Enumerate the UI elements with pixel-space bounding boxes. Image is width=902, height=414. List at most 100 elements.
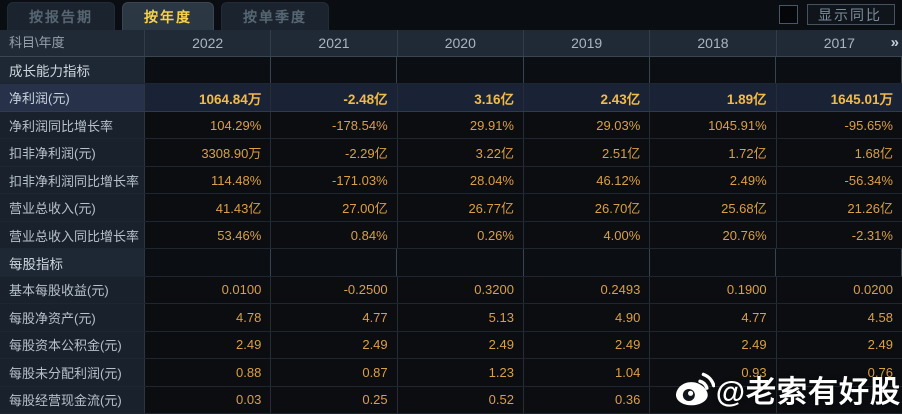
cell-value: 1064.84万 [145,84,272,111]
cell-value: 3.16亿 [397,84,524,111]
tab-bar: 按报告期 按年度 按单季度 显示同比 [0,0,902,30]
cell-value: 0.3200 [397,276,524,304]
scroll-more-columns-icon[interactable]: » [890,34,899,51]
cell-value: 21.26亿 [776,194,902,221]
tab-by-quarter[interactable]: 按单季度 [221,2,329,30]
tab-by-year[interactable]: 按年度 [122,2,214,30]
table-row: 营业总收入(元) 41.43亿 27.00亿 26.77亿 26.70亿 25.68亿 21… [0,194,902,222]
table-body: 成长能力指标 净利润(元) 1064.84万 -2.48亿 3.16亿 2.43亿 1.89… [0,57,902,414]
row-label: 净利润(元) [0,84,145,111]
cell-value: 29.03% [523,111,651,139]
year-column-header: 2022 [145,30,272,56]
cell-value: 0.36 [523,386,651,414]
cell-value: 0.26% [397,221,524,249]
cell-value: 114.48% [145,166,272,194]
cell-value [649,57,776,84]
year-column-header: 2017 » [777,30,902,56]
row-label: 基本每股收益(元) [0,276,145,304]
row-label: 每股指标 [0,249,145,276]
cell-value: 29.91% [397,111,524,139]
tab-by-report-period[interactable]: 按报告期 [7,2,115,30]
cell-value: -171.03% [271,166,398,194]
cell-value [649,249,776,276]
row-label: 扣非净利润(元) [0,139,145,166]
cell-value: 20.76% [650,221,777,249]
cell-value: -2.48亿 [271,84,398,111]
cell-value: -2.29亿 [271,139,398,166]
cell-value: 1.72亿 [650,139,777,166]
cell-value: 4.58 [776,304,902,331]
year-label: 2018 [697,35,729,51]
cell-value: 2.49 [145,331,272,359]
cell-value: 4.78 [145,304,272,331]
row-label: 每股未分配利润(元) [0,359,145,386]
year-column-header: 2021 [271,30,398,56]
section-row: 成长能力指标 [0,57,902,85]
cell-value: 2.49 [776,331,902,359]
cell-value: 1.23 [397,359,524,386]
cell-value: 0.52 [397,386,524,414]
cell-value: 0.0200 [776,276,902,304]
cell-value: 1.68亿 [776,139,902,166]
cell-value [145,57,272,84]
table-row: 基本每股收益(元) 0.0100 -0.2500 0.3200 0.2493 0.1900… [0,276,902,305]
year-label: 2022 [192,35,224,51]
cell-value: 1.04 [523,359,651,386]
cell-value: 27.00亿 [271,194,398,221]
year-label: 2019 [571,35,603,51]
cell-value: 41.43亿 [145,194,272,221]
cell-value: 3308.90万 [145,139,272,166]
table-row: 每股经营现金流(元) 0.03 0.25 0.52 0.36 [0,386,902,414]
cell-value [397,249,524,276]
cell-value: 1.89亿 [650,84,777,111]
cell-value: 2.49 [271,331,398,359]
row-label: 成长能力指标 [0,57,145,84]
cell-value: 2.49% [650,166,777,194]
cell-value: 0.25 [271,386,398,414]
section-row: 每股指标 [0,249,902,277]
cell-value [650,386,777,414]
year-label: 2020 [444,35,476,51]
cell-value: 4.90 [523,304,651,331]
cell-value [271,249,398,276]
year-header-cells: 2022 2021 2020 2019 2018 2017 » [145,30,902,56]
cell-value: 0.84% [271,221,398,249]
year-column-header: 2020 [398,30,524,56]
table-row: 扣非净利润(元) 3308.90万 -2.29亿 3.22亿 2.51亿 1.72亿 1.6… [0,139,902,167]
cell-value: 2.49 [523,331,651,359]
cell-value: 53.46% [145,221,272,249]
tab-bar-controls: 显示同比 [779,4,895,25]
cell-value: 0.87 [271,359,398,386]
row-label: 营业总收入同比增长率 [0,221,145,249]
cell-value: 4.00% [523,221,651,249]
cell-value: 2.49 [397,331,524,359]
row-label: 净利润同比增长率 [0,111,145,139]
table-row: 营业总收入同比增长率 53.46% 0.84% 0.26% 4.00% 20.76% -2.… [0,221,902,250]
cell-value: 0.0100 [145,276,272,304]
cell-value: 0.03 [145,386,272,414]
year-column-header: 2018 [650,30,777,56]
table-row: 扣非净利润同比增长率 114.48% -171.03% 28.04% 46.12% 2.4… [0,166,902,195]
show-yoy-checkbox[interactable] [779,5,798,24]
row-label: 营业总收入(元) [0,194,145,221]
cell-value: 5.13 [397,304,524,331]
cell-value: 0.2493 [523,276,651,304]
cell-value: 0.93 [650,359,777,386]
year-label: 2017 [823,35,855,51]
cell-value: -95.65% [776,111,902,139]
cell-value: -2.31% [776,221,902,249]
row-label: 扣非净利润同比增长率 [0,166,145,194]
cell-value: 1045.91% [650,111,777,139]
show-yoy-toggle-button[interactable]: 显示同比 [807,4,895,25]
cell-value: 2.49 [650,331,777,359]
table-row: 每股未分配利润(元) 0.88 0.87 1.23 1.04 0.93 0.76 [0,359,902,387]
cell-value: 0.88 [145,359,272,386]
cell-value [523,249,650,276]
cell-value: -0.2500 [271,276,398,304]
table-row: 净利润同比增长率 104.29% -178.54% 29.91% 29.03% 1045.… [0,111,902,140]
year-label: 2021 [318,35,350,51]
cell-value [523,57,650,84]
cell-value: 46.12% [523,166,651,194]
cell-value: 25.68亿 [650,194,777,221]
